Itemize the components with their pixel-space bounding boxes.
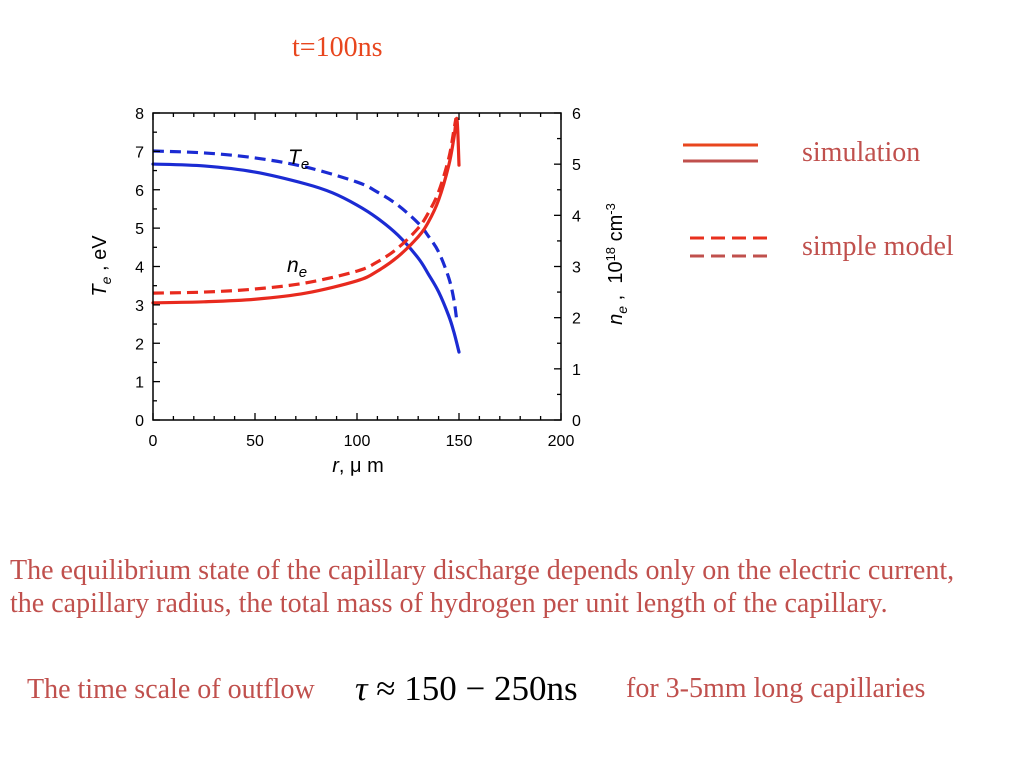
- curves: [151, 116, 461, 354]
- y-right-axis-label-unit-exponent: -3: [603, 203, 618, 215]
- te-curve-label-subscript: e: [301, 156, 309, 173]
- y-left-tick-label: 7: [135, 144, 144, 161]
- y-left-axis-label: Te , eV: [89, 235, 114, 297]
- density-curve-dashed: [152, 117, 458, 295]
- x-tick-label: 150: [446, 433, 473, 450]
- y-left-tick-label: 5: [135, 221, 144, 238]
- x-tick-label: 0: [149, 433, 158, 450]
- y-left-tick-label: 8: [135, 106, 144, 123]
- legend-label-simple-model: simple model: [802, 231, 954, 262]
- slide-title: t=100ns: [292, 32, 383, 63]
- x-axis-label-symbol: r: [332, 455, 340, 477]
- te-curve-label: Te: [288, 146, 309, 173]
- y-right-axis-label-exponent: 18: [603, 247, 618, 261]
- y-left-axis-label-symbol: T: [89, 283, 111, 297]
- x-tick-label: 100: [344, 433, 371, 450]
- y-left-axis-label-unit: , eV: [89, 235, 111, 277]
- y-right-tick-label: 6: [572, 106, 581, 123]
- plot-frame: [152, 112, 562, 421]
- y-right-axis-label-symbol: n: [605, 314, 627, 325]
- formula-symbol: τ: [355, 669, 368, 708]
- plot-area: 0 50 100 150 200 0 1 2 3 4 5 6 7 8 0 1 2 3 4 5 6: [135, 106, 581, 450]
- legend: [683, 143, 768, 258]
- paragraph-line-1: The equilibrium state of the capillary d…: [10, 555, 955, 586]
- timescale-formula: τ ≈ 150 − 250ns: [355, 669, 578, 709]
- y-left-tick-label: 6: [135, 183, 144, 200]
- y-right-tick-label: 3: [572, 260, 581, 277]
- x-tick-label: 50: [246, 433, 264, 450]
- x-tick-label: 200: [548, 433, 575, 450]
- y-right-axis-label: ne , 1018 cm-3: [603, 203, 630, 325]
- x-axis-label-unit: , μ m: [339, 455, 384, 477]
- y-right-tick-label: 4: [572, 208, 581, 225]
- y-right-tick-label: 0: [572, 413, 581, 430]
- y-right-tick-label: 1: [572, 362, 581, 379]
- y-right-axis-label-unit: cm: [605, 215, 627, 247]
- y-right-tick-label: 2: [572, 311, 581, 328]
- y-right-tick-label: 5: [572, 157, 581, 174]
- y-left-tick-label: 0: [135, 413, 144, 430]
- y-right-axis-label-subscript: e: [614, 306, 630, 314]
- ne-curve-label: ne: [287, 254, 307, 281]
- formula-value: ≈ 150 − 250ns: [367, 669, 578, 708]
- y-left-tick-label: 3: [135, 298, 144, 315]
- paragraph-line-2: the capillary radius, the total mass of …: [10, 588, 888, 619]
- legend-label-simulation: simulation: [802, 137, 921, 168]
- y-left-tick-label: 4: [135, 260, 144, 277]
- y-left-tick-label: 2: [135, 336, 144, 353]
- x-axis-label: r, μ m: [332, 455, 384, 477]
- axis-ticks: [152, 112, 562, 421]
- ne-curve-label-symbol: n: [287, 254, 299, 277]
- y-right-axis-label-scale: , 10: [605, 261, 627, 305]
- tick-labels: 0 50 100 150 200 0 1 2 3 4 5 6 7 8 0 1 2 3 4 5 6: [135, 106, 581, 450]
- footer-lead-text: The time scale of outflow: [27, 674, 315, 705]
- te-curve-label-symbol: T: [288, 146, 303, 169]
- temperature-curve-solid: [151, 162, 461, 354]
- y-left-tick-label: 1: [135, 375, 144, 392]
- ne-curve-label-subscript: e: [299, 264, 307, 281]
- y-left-axis-label-subscript: e: [98, 276, 114, 284]
- footer-tail-text: for 3-5mm long capillaries: [626, 673, 926, 704]
- temperature-curve-dashed: [152, 149, 459, 323]
